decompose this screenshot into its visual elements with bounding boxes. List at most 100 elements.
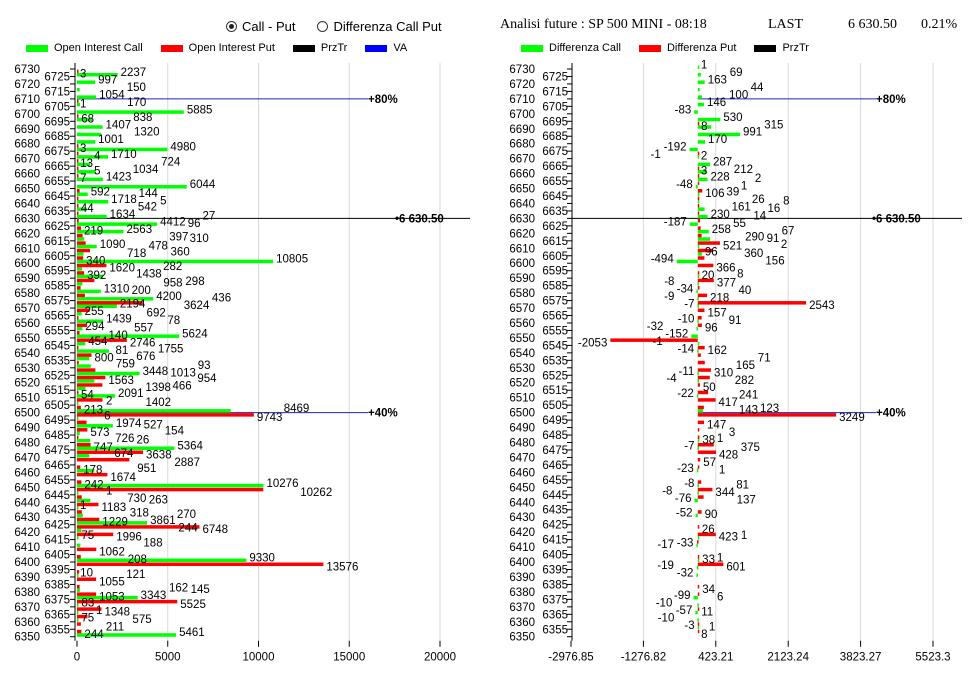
put-bar — [77, 420, 87, 425]
put-value-label: 33 — [702, 554, 715, 566]
put-value-label: 377 — [717, 278, 736, 290]
radio-selected-icon[interactable] — [226, 21, 237, 32]
call-value-label: 228 — [710, 172, 729, 184]
put-value-label: 71 — [758, 352, 771, 364]
y-tick-label: 6690 — [14, 124, 40, 136]
call-value-label: -11 — [679, 366, 695, 378]
call-bar — [696, 394, 699, 398]
put-value-label: 241 — [739, 390, 758, 402]
call-bar — [77, 491, 79, 495]
put-value-label: 1563 — [108, 375, 134, 387]
put-value-label: 478 — [149, 240, 168, 252]
y-tick-label: 6350 — [509, 632, 535, 644]
call-value-label: 1974 — [116, 418, 142, 430]
legend-label: PrzTr — [320, 42, 348, 54]
put-value-label: 3624 — [184, 300, 210, 312]
y-tick-label: 6640 — [14, 198, 40, 210]
call-value-label: 592 — [91, 186, 110, 198]
put-bar — [697, 450, 717, 454]
call-bar — [77, 229, 124, 234]
y-tick-label: 6490 — [509, 423, 535, 435]
call-bar — [77, 162, 91, 167]
put-value-label: 93 — [198, 360, 211, 372]
legend-item-przTr: PrzTr — [292, 42, 348, 54]
put-bar — [697, 390, 709, 395]
y-tick-label: 6695 — [542, 116, 568, 128]
y-tick-label: 6555 — [44, 325, 70, 337]
przTr-label: •6 630.50 — [395, 213, 444, 225]
radio-differenza-label: Differenza Call Put — [333, 19, 442, 34]
call-value-label: 2 — [106, 396, 112, 408]
call-value-label: -52 — [676, 508, 693, 520]
put-value-label: 121 — [126, 569, 145, 581]
y-tick-label: 6355 — [542, 624, 568, 636]
put-value-label: 178 — [83, 464, 102, 476]
put-bar — [77, 547, 97, 552]
call-bar — [77, 386, 86, 391]
call-value-label: 83 — [82, 597, 95, 609]
call-bar — [696, 573, 698, 577]
call-value-label: 315 — [764, 119, 783, 131]
call-bar — [77, 468, 95, 473]
y-tick-label: 6670 — [509, 154, 535, 166]
y-tick-label: 6415 — [542, 535, 568, 547]
call-value-label: 123 — [760, 403, 779, 415]
y-tick-label: 6565 — [44, 311, 70, 323]
y-tick-label: 6460 — [14, 467, 40, 479]
call-value-label: 1090 — [100, 239, 126, 251]
put-value-label: 13 — [80, 158, 93, 170]
put-value-label: 219 — [84, 225, 103, 237]
put-value-label: 1062 — [99, 547, 125, 559]
y-tick-label: 6660 — [509, 169, 535, 181]
y-tick-label: 6370 — [14, 602, 40, 614]
put-value-label: 44 — [81, 203, 94, 215]
put-bar — [77, 159, 79, 163]
y-tick-label: 6675 — [44, 146, 70, 158]
radio-call-put[interactable]: Call - Put — [226, 19, 295, 34]
call-value-label: 96 — [705, 246, 718, 258]
call-value-label: -99 — [674, 590, 691, 602]
call-value-label: -494 — [651, 254, 675, 266]
put-value-label: 1402 — [145, 397, 171, 409]
radio-unselected-icon[interactable] — [317, 21, 329, 32]
put-value-label: 2 — [701, 151, 707, 163]
put-value-label: 106 — [705, 188, 724, 200]
call-value-label: 9330 — [249, 553, 275, 565]
put-value-label: 1183 — [101, 502, 126, 514]
x-tick-label: 5523.3 — [915, 652, 950, 664]
put-value-label: 3 — [80, 143, 86, 155]
call-bar — [697, 274, 700, 279]
put-bar — [697, 540, 699, 544]
put-bar — [697, 323, 702, 327]
y-tick-label: 6520 — [509, 378, 535, 390]
put-bar — [77, 256, 84, 260]
call-value-label: 170 — [708, 134, 727, 146]
page-title: Analisi future : SP 500 MINI - 08:18 — [500, 17, 707, 32]
y-tick-label: 6400 — [509, 557, 535, 569]
call-bar — [697, 536, 700, 540]
radio-differenza-call-put[interactable]: Differenza Call Put — [317, 19, 442, 34]
call-bar — [77, 244, 97, 249]
call-value-label: 530 — [723, 112, 742, 124]
call-bar — [77, 528, 82, 533]
y-tick-label: 6700 — [509, 109, 535, 121]
put-bar — [77, 614, 88, 619]
put-value-label: 1 — [741, 181, 747, 193]
call-bar — [697, 625, 700, 630]
call-bar — [697, 439, 700, 443]
call-bar — [77, 498, 91, 503]
y-tick-label: 6580 — [509, 288, 535, 300]
put-bar — [697, 495, 704, 499]
legend-swatch — [160, 44, 183, 52]
put-value-label: 16 — [767, 203, 780, 215]
left-legend: Open Interest Call Open Interest Put Prz… — [26, 42, 407, 54]
put-bar — [77, 114, 79, 118]
put-value-label: 7 — [80, 173, 86, 185]
y-tick-label: 6680 — [14, 139, 40, 151]
legend-item-oi-call: Open Interest Call — [26, 42, 143, 54]
y-tick-label: 6405 — [542, 550, 568, 562]
put-bar — [697, 121, 700, 126]
y-tick-label: 6575 — [44, 296, 70, 308]
y-tick-label: 6450 — [509, 482, 535, 494]
put-bar — [77, 532, 114, 537]
